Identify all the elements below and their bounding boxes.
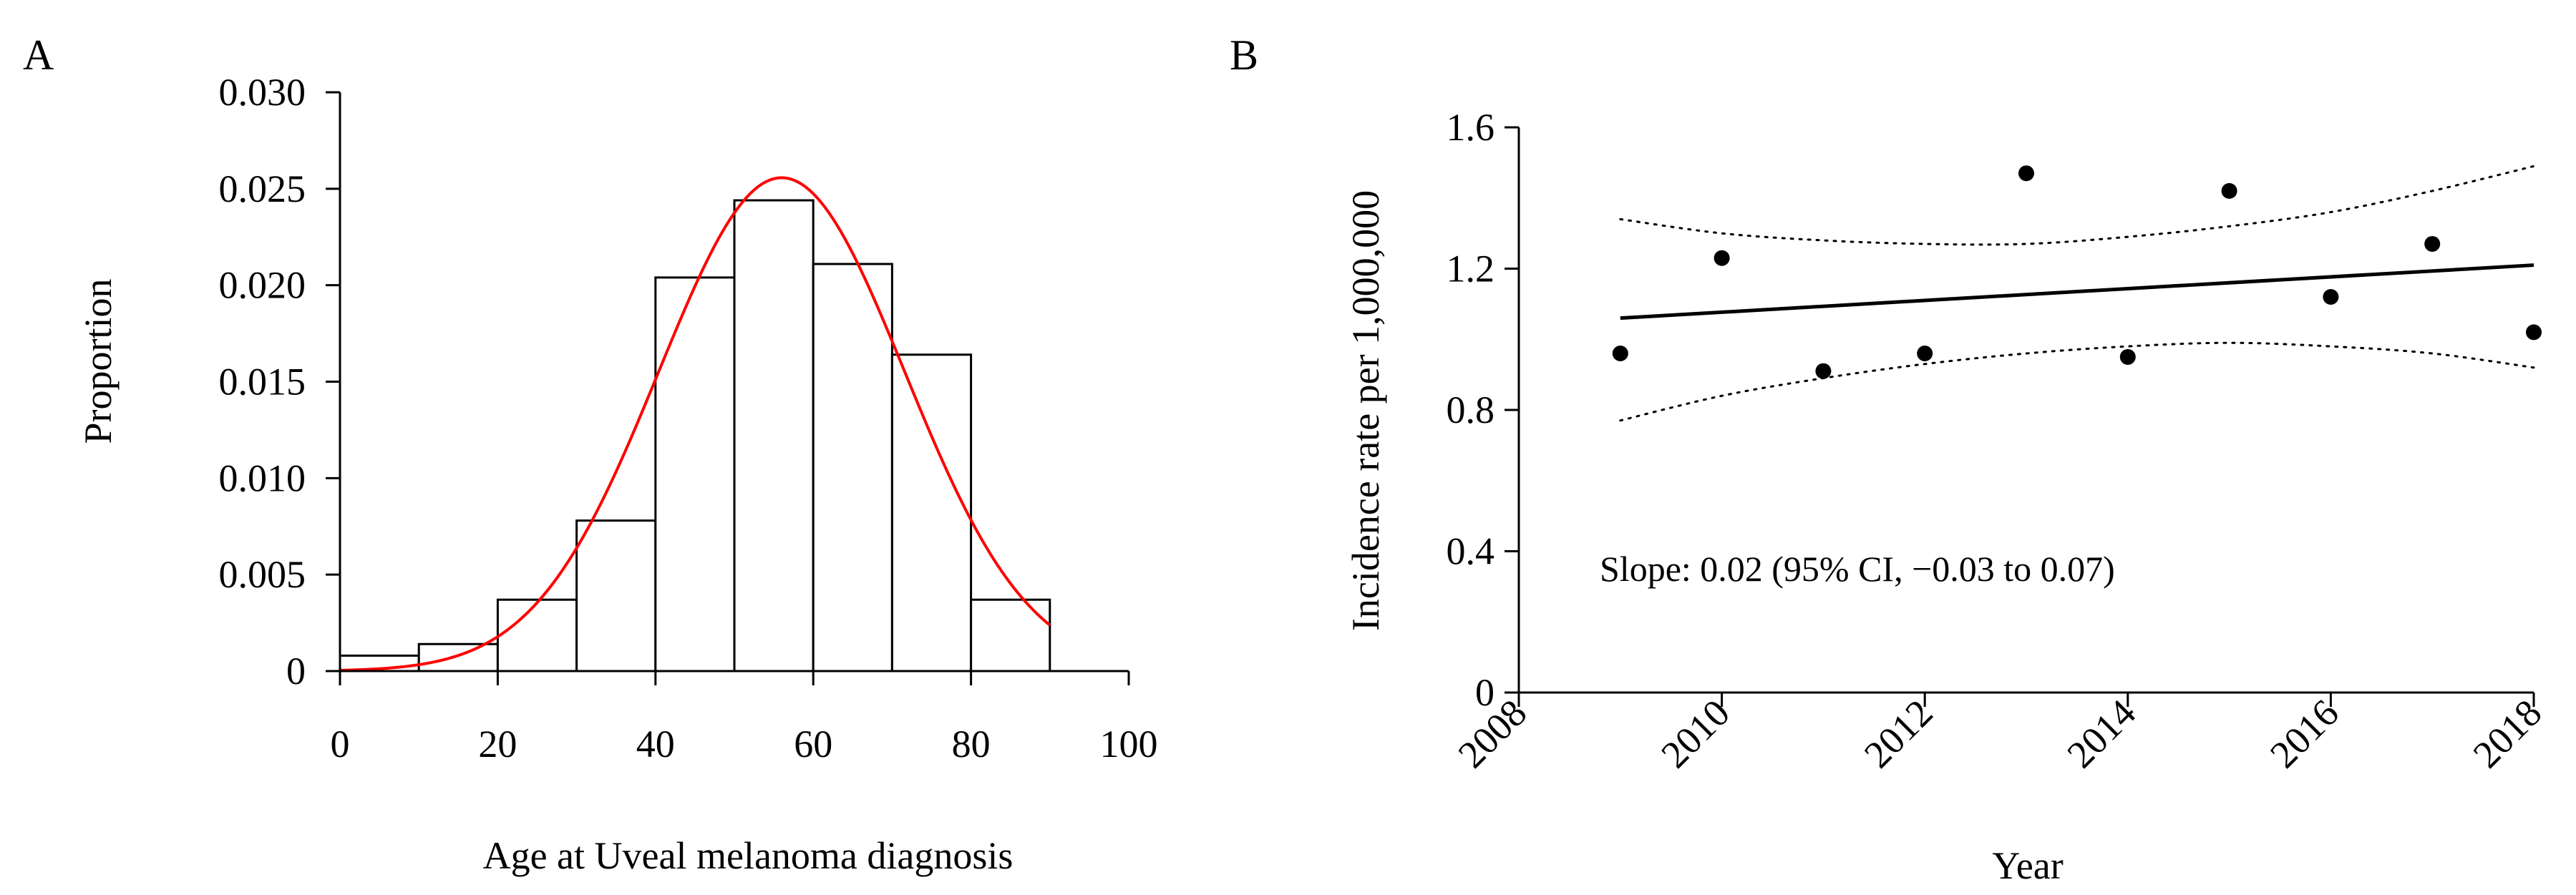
panel-a-chart: A Proportion Age at Uveal melanoma diagn… xyxy=(23,31,1158,877)
panel-a-y-tick-label-6: 0.030 xyxy=(219,71,306,114)
histogram-bar-4 xyxy=(654,276,736,673)
panel-b-x-tick-label-3: 2014 xyxy=(2059,691,2144,776)
ci-lower-line xyxy=(1619,341,2535,422)
data-point-9 xyxy=(2526,324,2542,341)
histogram-bar-5 xyxy=(733,199,815,673)
data-point-5 xyxy=(2119,348,2136,365)
histogram-bar-8 xyxy=(970,598,1051,673)
panel-a-y-tick-label-0: 0 xyxy=(286,650,306,693)
data-point-4 xyxy=(2018,165,2034,182)
fit-line xyxy=(1620,263,2534,321)
density-curve xyxy=(339,176,1051,672)
panel-b-y-tick-label-1: 0.4 xyxy=(1447,530,1495,573)
panel-b-y-tick-label-3: 1.2 xyxy=(1447,248,1495,290)
histogram-bar-1 xyxy=(417,642,499,673)
panel-a-xlabel: Age at Uveal melanoma diagnosis xyxy=(483,834,1014,877)
panel-a-x-tick-label-3: 60 xyxy=(794,723,832,766)
panel-a-y-tick-label-4: 0.020 xyxy=(219,264,306,307)
panel-a-x-tick-label-0: 0 xyxy=(331,723,350,766)
panel-a-label: A xyxy=(23,31,54,79)
panel-b-label: B xyxy=(1230,31,1258,79)
data-point-6 xyxy=(2221,182,2237,199)
panel-a-y-tick-label-1: 0.005 xyxy=(219,553,306,596)
histogram-bar-6 xyxy=(812,263,893,673)
panel-b-ylabel: Incidence rate per 1,000,000 xyxy=(1344,190,1387,631)
histogram-bar-3 xyxy=(575,519,657,673)
data-point-3 xyxy=(1917,346,1933,361)
histogram-bar-2 xyxy=(496,598,578,673)
slope-annotation: Slope: 0.02 (95% CI, −0.03 to 0.07) xyxy=(1600,549,2115,589)
panel-a-y-tick-label-5: 0.025 xyxy=(219,167,306,210)
panel-b-x-tick-label-2: 2012 xyxy=(1856,691,1941,776)
panel-a-x-tick-label-5: 100 xyxy=(1100,723,1158,766)
panel-a-ylabel: Proportion xyxy=(77,278,120,444)
panel-b-xlabel: Year xyxy=(1992,844,2064,887)
panel-b-y-tick-label-0: 0 xyxy=(1475,671,1494,714)
data-point-1 xyxy=(1714,250,1730,266)
data-point-8 xyxy=(2424,235,2441,252)
histogram-bar-7 xyxy=(890,353,973,673)
panel-a-y-tick-label-2: 0.010 xyxy=(219,456,306,499)
panel-a-x-tick-label-2: 40 xyxy=(636,723,675,766)
panel-b-x-tick-label-4: 2016 xyxy=(2262,691,2347,776)
data-point-0 xyxy=(1612,346,1628,361)
data-point-2 xyxy=(1815,363,1832,379)
panel-b-y-tick-label-4: 1.6 xyxy=(1447,106,1495,149)
panel-b-chart: B Incidence rate per 1,000,000 Year 2008… xyxy=(1230,31,2550,887)
panel-b-y-tick-label-2: 0.8 xyxy=(1447,388,1495,431)
panel-a-x-tick-label-4: 80 xyxy=(952,723,991,766)
panel-b-x-tick-label-5: 2018 xyxy=(2465,691,2550,776)
panel-b-x-tick-label-1: 2010 xyxy=(1653,691,1738,776)
panel-a-y-tick-label-3: 0.015 xyxy=(219,361,306,404)
data-point-7 xyxy=(2323,289,2339,305)
panel-a-x-tick-label-1: 20 xyxy=(478,723,517,766)
ci-upper-line xyxy=(1619,165,2535,246)
